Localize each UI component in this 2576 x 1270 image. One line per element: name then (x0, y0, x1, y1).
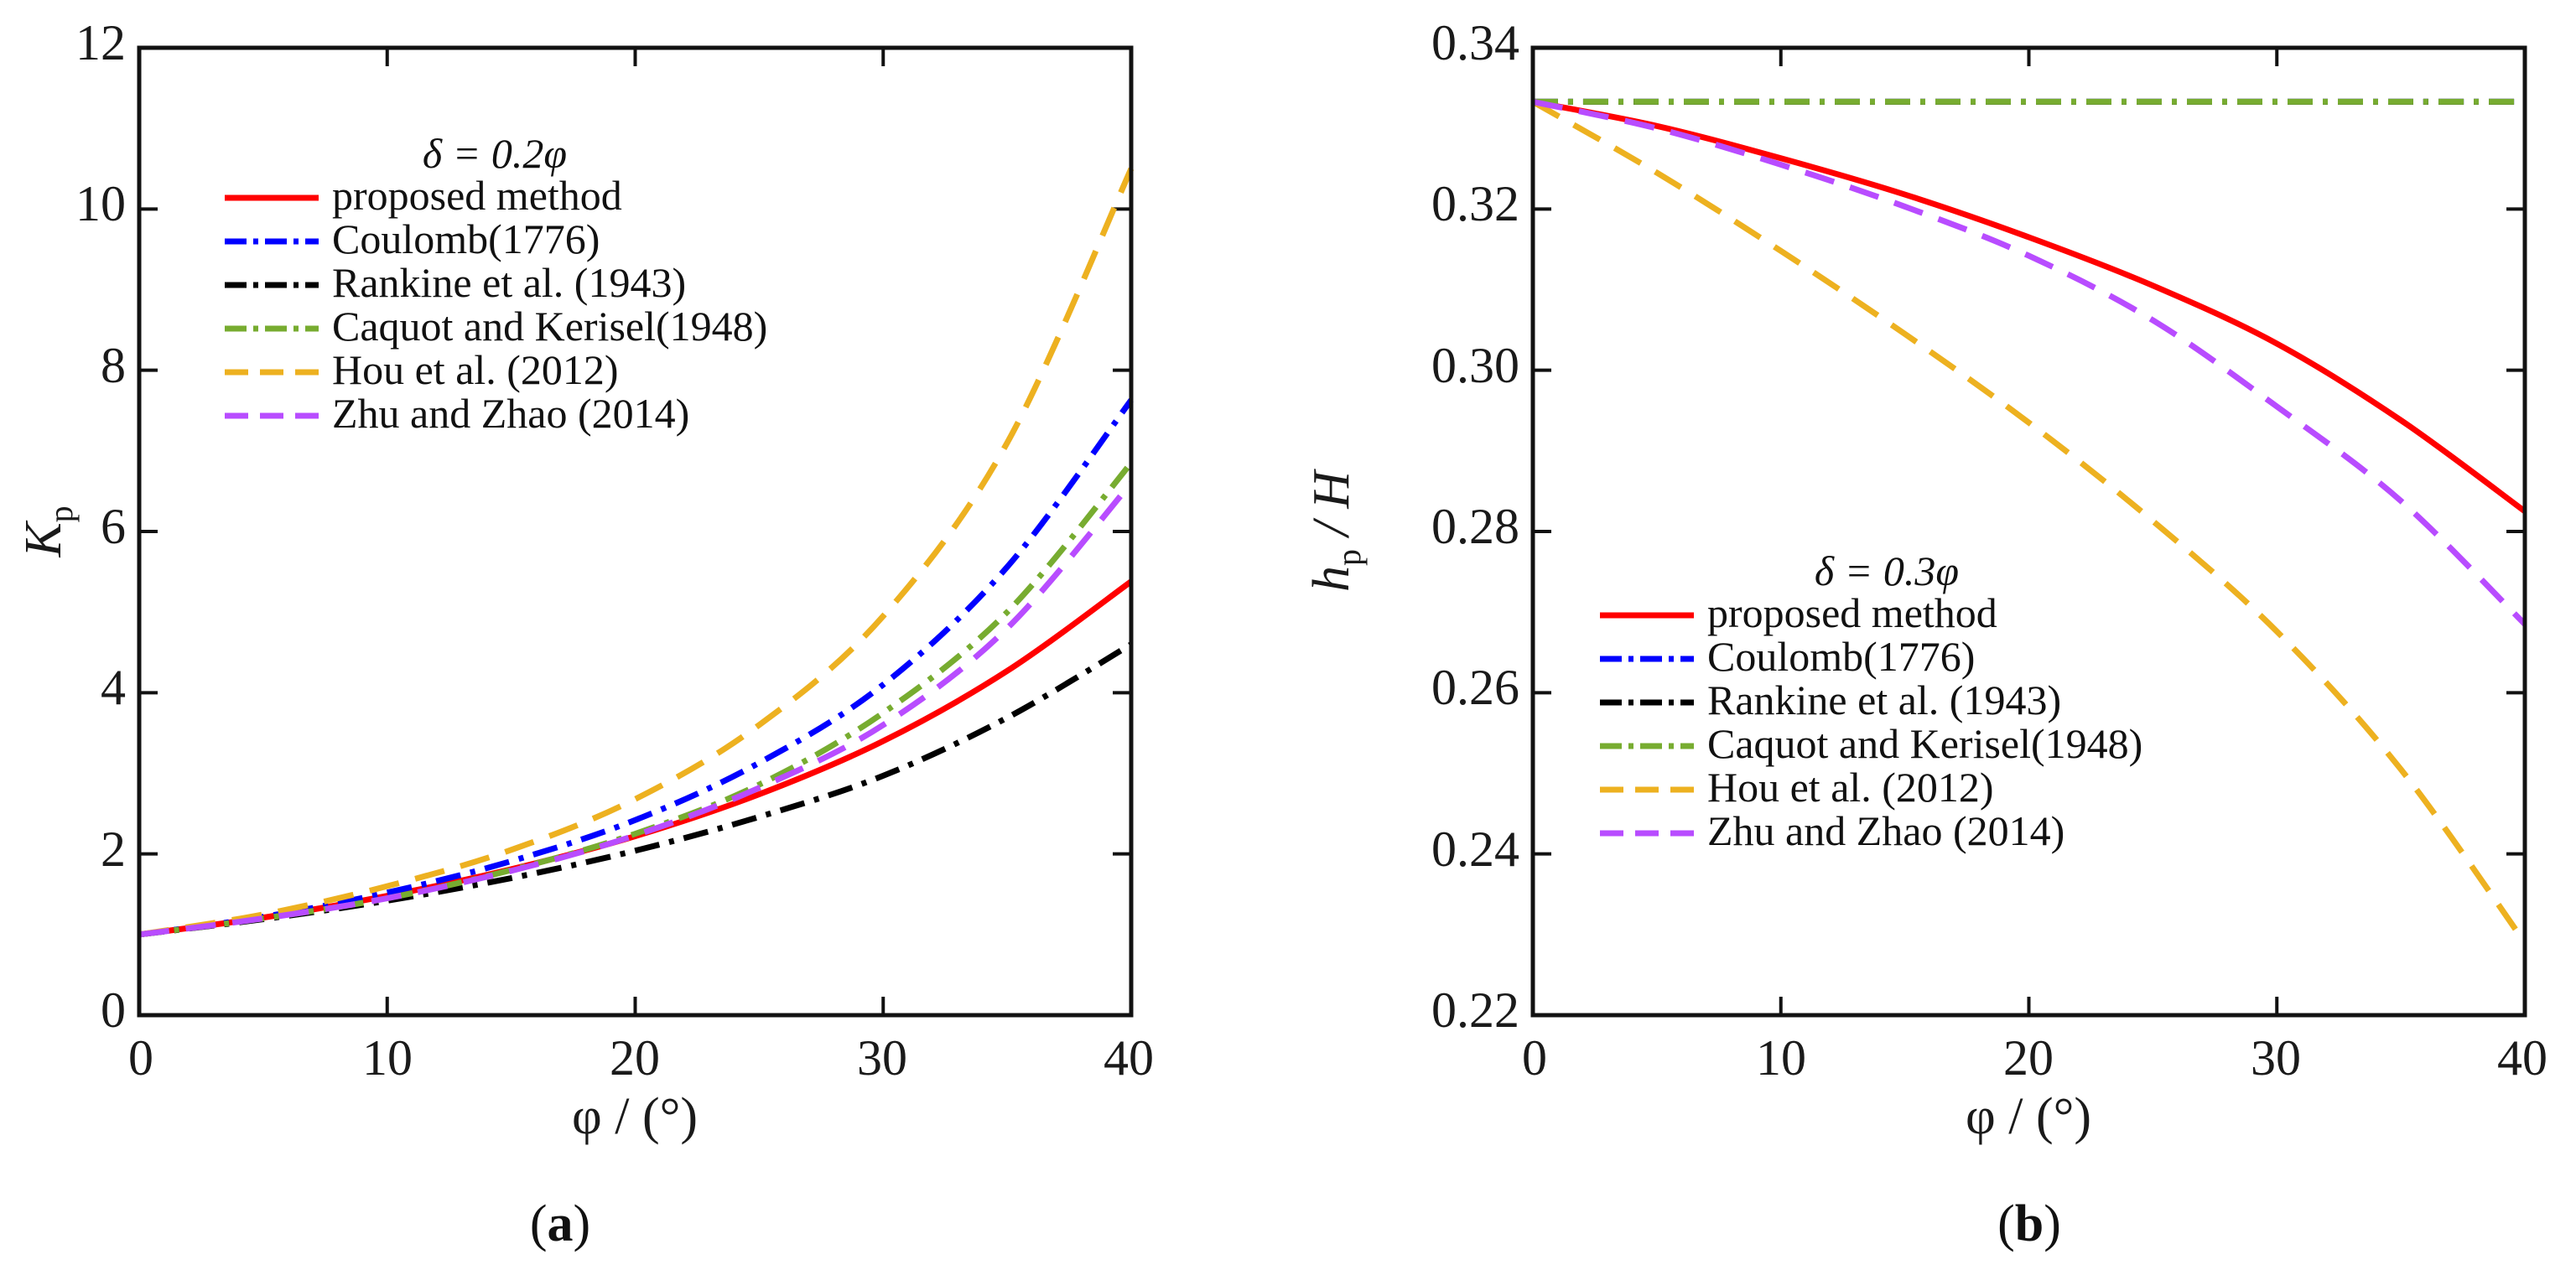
panel-b-ytick-labels: 0.22 0.24 0.26 0.28 0.30 0.32 0.34 (1431, 15, 1519, 1038)
panel-b-xtick-20: 20 (2003, 1030, 2054, 1086)
series-line-proposed-method (1532, 98, 2527, 514)
panel-a-ticks (138, 46, 1133, 1017)
panel-b-xtick-10: 10 (1756, 1030, 1806, 1086)
panel-a-ytick-12: 12 (75, 15, 126, 70)
panel-b-ylabel-tail: / H (1303, 469, 1360, 549)
panel-b-plot-frame (1530, 45, 2527, 1018)
panel-b-ytick-030: 0.30 (1431, 338, 1519, 393)
panel-a-y-axis-label: Kp (15, 505, 80, 557)
panel-b-x-axis-label: φ / (°) (1966, 1088, 2091, 1145)
panel-b-ytick-024: 0.24 (1431, 822, 1519, 877)
panel-b-xtick-0: 0 (1522, 1030, 1547, 1086)
panel-a-x-axis-label: φ / (°) (572, 1088, 698, 1145)
panel-a-xtick-labels: 0 10 20 30 40 (128, 1030, 1154, 1086)
legend-label: Hou et al. (2012) (332, 346, 619, 393)
legend-label: Coulomb(1776) (332, 215, 600, 262)
panel-b-chart: 0.22 0.24 0.26 0.28 0.30 0.32 0.34 0 10 … (1303, 15, 2547, 1252)
panel-a-ytick-labels: 0 2 4 6 8 10 12 (75, 15, 126, 1038)
legend-label: Rankine et al. (1943) (1707, 676, 2061, 723)
panel-b-caption: (b) (1997, 1195, 2061, 1252)
legend-label: Hou et al. (2012) (1707, 764, 1994, 811)
panel-a-legend: δ = 0.2φ proposed methodCoulomb(1776)Ran… (225, 130, 767, 437)
panel-b-ytick-034: 0.34 (1431, 15, 1519, 70)
panel-a-series (138, 167, 1135, 938)
panel-a-ylabel-sub: p (42, 505, 80, 522)
panel-a-plot-frame (137, 45, 1134, 1018)
panel-a-ylabel-main: K (15, 520, 72, 558)
panel-b-xtick-30: 30 (2251, 1030, 2301, 1086)
panel-a-caption: (a) (530, 1195, 590, 1252)
panel-a-xtick-0: 0 (128, 1030, 153, 1086)
panel-b-legend: δ = 0.3φ proposed methodCoulomb(1776)Ran… (1600, 547, 2142, 854)
panel-b-y-axis-label: hp / H (1303, 469, 1368, 592)
legend-label: Zhu and Zhao (2014) (332, 390, 689, 437)
panel-b-ytick-026: 0.26 (1431, 660, 1519, 715)
legend-label: proposed method (332, 172, 622, 219)
panel-b-xtick-labels: 0 10 20 30 40 (1522, 1030, 2547, 1086)
panel-b-ytick-028: 0.28 (1431, 499, 1519, 554)
series-line-zhu-and-zhao-2014 (138, 481, 1134, 938)
legend-label: Caquot and Kerisel(1948) (332, 303, 767, 350)
panel-b-legend-title: δ = 0.3φ (1815, 547, 1959, 594)
panel-b-ticks (1531, 46, 2527, 1017)
svg-text:hp / H: hp / H (1303, 469, 1368, 592)
panel-a-ytick-10: 10 (75, 176, 126, 231)
legend-label: Rankine et al. (1943) (332, 259, 686, 306)
panel-a-xtick-20: 20 (610, 1030, 660, 1086)
panel-a-caption-letter: a (548, 1195, 574, 1252)
panel-a-ytick-8: 8 (101, 338, 126, 393)
panel-a-ytick-6: 6 (101, 499, 126, 554)
panel-a-ytick-0: 0 (101, 982, 126, 1038)
series-line-hou-et-al-2012 (1531, 99, 2527, 945)
panel-a-legend-title: δ = 0.2φ (423, 130, 567, 177)
panel-a-ytick-4: 4 (101, 660, 126, 715)
panel-b-caption-letter: b (2015, 1195, 2044, 1252)
series-line-hou-et-al-2012 (138, 167, 1135, 938)
panel-a-chart: 0 2 4 6 8 10 12 0 10 20 30 40 φ / (°) Kp… (15, 15, 1154, 1252)
legend-label: proposed method (1707, 589, 1997, 636)
legend-label: Coulomb(1776) (1707, 633, 1975, 680)
panel-b-ylabel-sub: p (1330, 549, 1368, 566)
legend-label: Zhu and Zhao (2014) (1707, 807, 2064, 854)
panel-a-xtick-40: 40 (1104, 1030, 1154, 1086)
panel-b-ytick-022: 0.22 (1431, 982, 1519, 1038)
panel-b-series (1531, 98, 2527, 945)
panel-a-xtick-10: 10 (362, 1030, 413, 1086)
panel-b-ytick-032: 0.32 (1431, 176, 1519, 231)
panel-b-xtick-40: 40 (2497, 1030, 2547, 1086)
series-line-zhu-and-zhao-2014 (1532, 99, 2527, 627)
panel-a-xtick-30: 30 (857, 1030, 907, 1086)
panel-b-ylabel-main: h (1303, 566, 1360, 592)
series-line-caquot-and-kerisel-1948 (138, 461, 1134, 938)
panel-a-ytick-2: 2 (101, 822, 126, 877)
series-line-coulomb-1776 (138, 398, 1134, 938)
svg-text:Kp: Kp (15, 505, 80, 557)
legend-label: Caquot and Kerisel(1948) (1707, 720, 2142, 767)
